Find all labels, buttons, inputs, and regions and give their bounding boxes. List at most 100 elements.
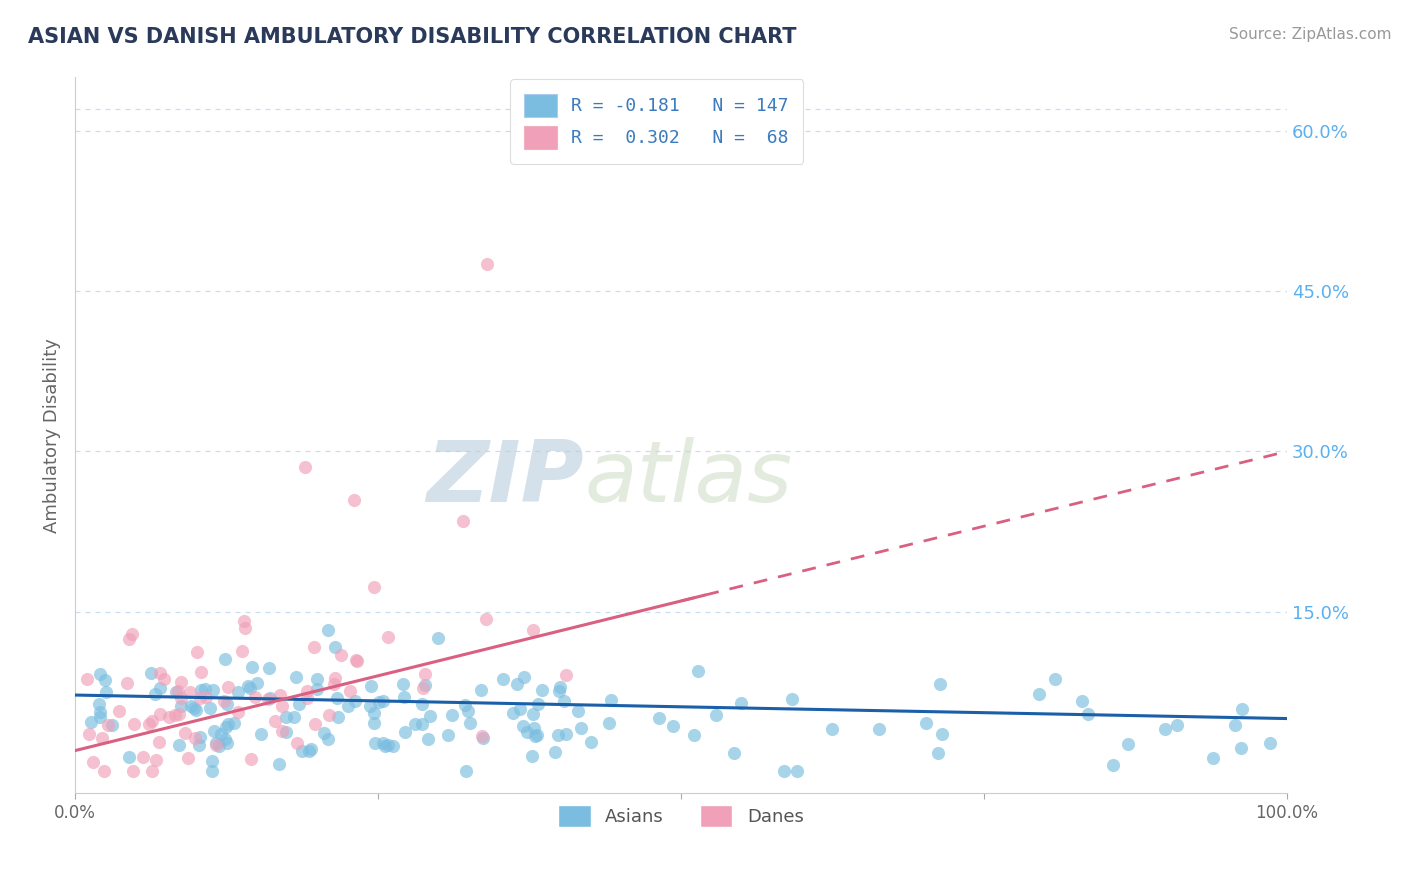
- Point: [94, 673, 117, 687]
- Point: [97, 718, 120, 732]
- Point: [295, 691, 318, 706]
- Point: [522, 706, 544, 721]
- Point: [598, 716, 620, 731]
- Point: [413, 666, 436, 681]
- Point: [276, 724, 298, 739]
- Point: [413, 678, 436, 692]
- Point: [368, 695, 391, 709]
- Point: [343, 492, 366, 507]
- Point: [274, 710, 297, 724]
- Point: [209, 727, 232, 741]
- Point: [89, 666, 111, 681]
- Point: [555, 727, 578, 741]
- Point: [188, 730, 211, 744]
- Point: [264, 714, 287, 728]
- Point: [226, 685, 249, 699]
- Point: [821, 722, 844, 736]
- Point: [363, 706, 385, 720]
- Point: [363, 580, 385, 594]
- Point: [454, 764, 477, 778]
- Point: [704, 707, 727, 722]
- Point: [250, 727, 273, 741]
- Point: [599, 693, 621, 707]
- Point: [190, 665, 212, 679]
- Point: [170, 675, 193, 690]
- Point: [914, 715, 936, 730]
- Point: [1230, 702, 1253, 716]
- Point: [297, 684, 319, 698]
- Point: [364, 736, 387, 750]
- Point: [506, 677, 529, 691]
- Point: [339, 684, 361, 698]
- Point: [201, 764, 224, 778]
- Point: [302, 640, 325, 654]
- Point: [316, 731, 339, 746]
- Point: [554, 667, 576, 681]
- Point: [661, 719, 683, 733]
- Point: [544, 745, 567, 759]
- Point: [153, 672, 176, 686]
- Point: [326, 709, 349, 723]
- Legend: Asians, Danes: Asians, Danes: [551, 798, 811, 834]
- Point: [188, 690, 211, 705]
- Point: [198, 701, 221, 715]
- Point: [547, 728, 569, 742]
- Point: [170, 691, 193, 706]
- Point: [271, 723, 294, 738]
- Point: [1225, 718, 1247, 732]
- Point: [928, 677, 950, 691]
- Point: [101, 718, 124, 732]
- Point: [522, 624, 544, 638]
- Point: [141, 764, 163, 778]
- Point: [523, 721, 546, 735]
- Point: [202, 723, 225, 738]
- Point: [371, 694, 394, 708]
- Point: [257, 692, 280, 706]
- Point: [427, 631, 450, 645]
- Point: [492, 672, 515, 686]
- Point: [214, 694, 236, 708]
- Point: [121, 627, 143, 641]
- Point: [236, 680, 259, 694]
- Point: [927, 747, 949, 761]
- Point: [118, 632, 141, 646]
- Point: [222, 715, 245, 730]
- Point: [233, 621, 256, 635]
- Point: [194, 690, 217, 704]
- Point: [93, 764, 115, 778]
- Point: [148, 734, 170, 748]
- Point: [1077, 706, 1099, 721]
- Point: [122, 764, 145, 778]
- Point: [730, 696, 752, 710]
- Point: [208, 739, 231, 753]
- Point: [453, 698, 475, 713]
- Point: [475, 612, 498, 626]
- Point: [360, 679, 382, 693]
- Point: [567, 704, 589, 718]
- Point: [330, 648, 353, 662]
- Point: [184, 731, 207, 745]
- Text: atlas: atlas: [583, 437, 792, 520]
- Point: [548, 680, 571, 694]
- Point: [513, 670, 536, 684]
- Point: [188, 738, 211, 752]
- Point: [359, 699, 381, 714]
- Point: [232, 614, 254, 628]
- Point: [180, 699, 202, 714]
- Point: [1153, 722, 1175, 736]
- Point: [437, 728, 460, 742]
- Point: [138, 716, 160, 731]
- Point: [457, 705, 479, 719]
- Point: [77, 727, 100, 741]
- Point: [346, 654, 368, 668]
- Point: [117, 676, 139, 690]
- Point: [458, 716, 481, 731]
- Point: [165, 708, 187, 723]
- Point: [648, 711, 671, 725]
- Text: ASIAN VS DANISH AMBULATORY DISABILITY CORRELATION CHART: ASIAN VS DANISH AMBULATORY DISABILITY CO…: [28, 27, 797, 46]
- Point: [214, 731, 236, 746]
- Point: [530, 682, 553, 697]
- Point: [412, 681, 434, 695]
- Point: [294, 460, 316, 475]
- Point: [143, 687, 166, 701]
